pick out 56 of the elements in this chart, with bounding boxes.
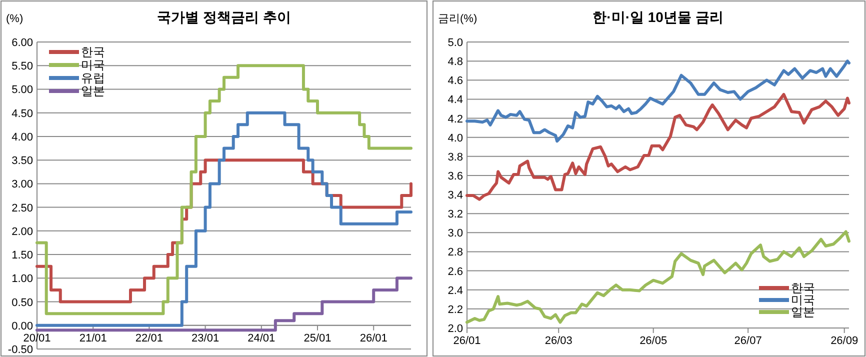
line-series <box>466 92 850 201</box>
legend-label: 한국 <box>791 281 815 295</box>
y-tick-label: 2.50 <box>12 202 33 214</box>
y-tick-label: 3.00 <box>12 178 33 191</box>
y-tick-label: 3.50 <box>12 155 33 168</box>
x-tick-label: 22/01 <box>135 332 163 344</box>
x-tick-label: 26/01 <box>360 332 388 344</box>
x-tick-label: 26/07 <box>734 335 762 347</box>
y-tick-label: 4.4 <box>448 94 463 106</box>
x-tick-label: 26/05 <box>640 335 668 347</box>
y-axis-title: (%) <box>6 13 24 25</box>
y-axis-title: 금리(%) <box>438 13 478 25</box>
legend-label: 일본 <box>791 305 815 319</box>
y-tick-label: 0.00 <box>12 320 33 332</box>
x-tick-label: 26/01 <box>453 335 481 347</box>
y-tick-label: 4.50 <box>12 108 33 120</box>
legend-label: 유럽 <box>81 71 105 85</box>
y-tick-label: 2.8 <box>448 246 463 259</box>
x-tick-label: 23/01 <box>192 332 220 344</box>
y-tick-label: 5.0 <box>448 37 463 49</box>
y-tick-label: 3.4 <box>448 190 463 202</box>
legend-label: 미국 <box>81 58 105 72</box>
chart-title: 국가별 정책금리 추이 <box>157 9 291 25</box>
y-tick-label: 2.00 <box>12 226 33 238</box>
x-tick-label: 25/01 <box>304 332 332 344</box>
y-tick-label: 2.4 <box>448 284 463 297</box>
x-tick-label: 20/01 <box>23 332 51 344</box>
y-tick-label: 2.0 <box>448 323 463 335</box>
y-tick-label: 4.8 <box>448 56 463 68</box>
legend-label: 일본 <box>81 84 105 98</box>
y-tick-label: 3.6 <box>448 170 463 182</box>
y-tick-label: 4.00 <box>12 131 33 144</box>
y-tick-label: 6.00 <box>12 37 33 49</box>
y-tick-label: 4.2 <box>448 113 463 126</box>
x-tick-label: 21/01 <box>79 332 107 344</box>
y-tick-label: 2.2 <box>448 304 463 316</box>
y-tick-label: 3.0 <box>448 228 463 240</box>
line-series <box>466 230 850 324</box>
legend-label: 미국 <box>791 293 815 307</box>
y-tick-label: 2.6 <box>448 266 463 278</box>
x-tick-label: 24/01 <box>248 332 276 344</box>
chart-title: 한·미·일 10년물 금리 <box>592 9 724 25</box>
y-tick-label: 3.2 <box>448 208 463 221</box>
y-tick-label: 3.8 <box>448 151 463 164</box>
x-tick-label: 26/09 <box>830 335 858 347</box>
legend-label: 한국 <box>81 45 105 59</box>
y-tick-label: 0.50 <box>12 296 33 309</box>
x-tick-label: 26/03 <box>544 335 572 347</box>
y-tick-label: 4.6 <box>448 75 463 88</box>
y-tick-label: 5.50 <box>12 60 33 73</box>
y-tick-label: 1.00 <box>12 273 33 286</box>
y-tick-label: 4.0 <box>448 132 463 144</box>
y-tick-label: -0.50 <box>8 344 33 356</box>
y-tick-label: 5.00 <box>12 84 33 96</box>
y-tick-label: 1.50 <box>12 250 33 262</box>
line-series <box>466 60 850 143</box>
